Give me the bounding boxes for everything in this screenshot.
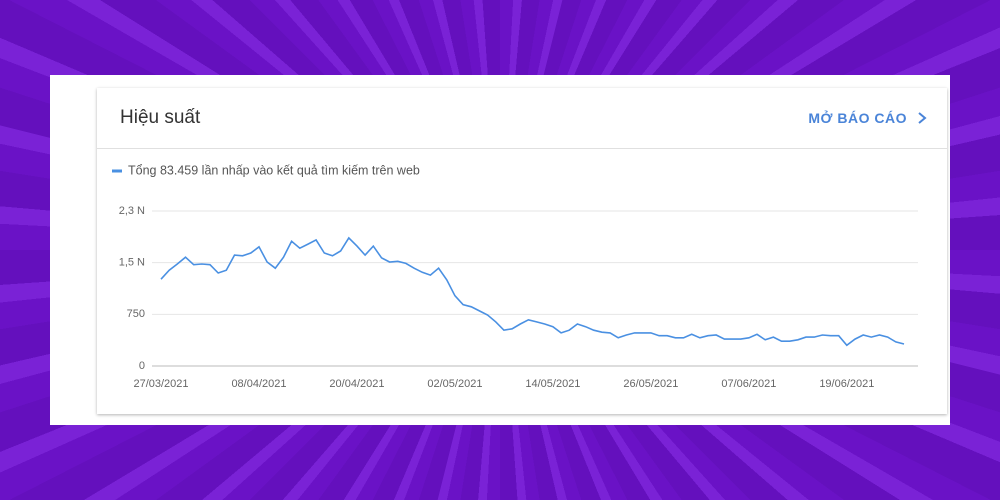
x-tick-label: 27/03/2021 xyxy=(133,378,188,390)
x-tick-label: 20/04/2021 xyxy=(329,378,384,390)
performance-card: Hiệu suất MỞ BÁO CÁO xyxy=(97,88,947,414)
x-tick-label: 02/05/2021 xyxy=(427,378,482,390)
x-tick-label: 19/06/2021 xyxy=(819,378,874,390)
x-tick-label: 08/04/2021 xyxy=(231,378,286,390)
card-header: Hiệu suất MỞ BÁO CÁO xyxy=(97,88,947,149)
y-tick-label: 0 xyxy=(139,360,145,372)
chevron[interactable] xyxy=(915,110,929,126)
legend-label: Tổng 83.459 lần nhấp vào kết quả tìm kiế… xyxy=(128,163,420,177)
x-tick-label: 14/05/2021 xyxy=(525,378,580,390)
data-line xyxy=(160,236,905,347)
card-title: Hiệu suất xyxy=(120,107,201,128)
y-tick-label: 2,3 N xyxy=(119,205,145,217)
panel: Hiệu suất MỞ BÁO CÁO xyxy=(50,75,950,425)
y-tick-label: 750 xyxy=(127,308,145,320)
x-tick-label: 07/06/2021 xyxy=(721,378,776,390)
y-tick-label: 1,5 N xyxy=(119,257,145,269)
open-report-link[interactable]: MỞ BÁO CÁO xyxy=(808,110,907,126)
x-tick-label: 26/05/2021 xyxy=(623,378,678,390)
